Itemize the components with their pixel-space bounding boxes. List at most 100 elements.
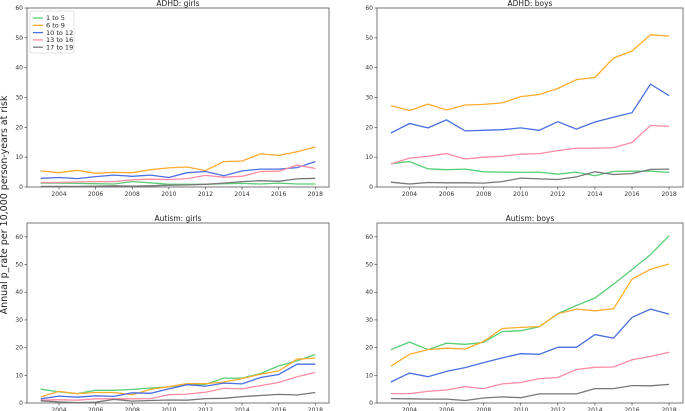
- x-tick-label: 2006: [88, 407, 103, 411]
- subplot-title: Autism: girls: [155, 214, 202, 223]
- y-tick-label: 50: [15, 262, 23, 269]
- x-tick-label: 2018: [661, 191, 676, 198]
- y-axis-label: Annual p_rate per 10,000 person-years at…: [0, 95, 10, 315]
- x-tick-label: 2010: [161, 407, 176, 411]
- legend-entry: 10 to 12: [46, 29, 73, 37]
- x-tick-label: 2008: [476, 407, 491, 411]
- y-tick-label: 10: [365, 372, 373, 379]
- x-tick-label: 2008: [125, 191, 140, 198]
- series-line-3: [390, 83, 670, 134]
- series-line-5: [390, 383, 670, 402]
- series-line-5: [390, 168, 670, 185]
- x-tick-label: 2012: [198, 407, 213, 411]
- series-line-5: [40, 391, 316, 404]
- plot-area: [376, 7, 684, 188]
- y-tick-label: 40: [365, 65, 373, 72]
- legend-entry: 6 to 9: [46, 22, 65, 30]
- y-tick-label: 50: [365, 262, 373, 269]
- series-line-2: [390, 263, 670, 367]
- series-line-1: [40, 180, 316, 185]
- x-tick-label: 2004: [51, 407, 66, 411]
- series-line-2: [40, 146, 316, 174]
- x-tick-label: 2016: [624, 407, 639, 411]
- y-tick-label: 30: [15, 317, 23, 324]
- y-tick-label: 30: [365, 317, 373, 324]
- x-tick-label: 2006: [439, 407, 454, 411]
- series-line-1: [390, 235, 670, 351]
- x-tick-label: 2012: [198, 191, 213, 198]
- subplot-title: Autism: boys: [506, 214, 555, 223]
- y-tick-label: 60: [15, 234, 23, 241]
- x-tick-label: 2008: [125, 407, 140, 411]
- x-tick-label: 2012: [550, 191, 565, 198]
- series-line-3: [390, 308, 670, 383]
- y-tick-label: 40: [15, 65, 23, 72]
- series-line-3: [40, 160, 316, 180]
- y-tick-label: 0: [19, 184, 23, 191]
- x-tick-label: 2006: [88, 191, 103, 198]
- series-line-4: [390, 124, 670, 165]
- x-tick-label: 2012: [550, 407, 565, 411]
- x-tick-label: 2004: [402, 407, 417, 411]
- x-tick-label: 2016: [271, 407, 286, 411]
- y-tick-label: 10: [365, 154, 373, 161]
- y-tick-label: 20: [365, 124, 373, 131]
- x-tick-label: 2010: [161, 191, 176, 198]
- y-tick-label: 0: [19, 400, 23, 407]
- y-tick-label: 0: [369, 184, 373, 191]
- legend-entry: 1 to 5: [46, 14, 65, 22]
- y-tick-label: 40: [15, 289, 23, 296]
- x-tick-label: 2014: [587, 191, 602, 198]
- y-tick-label: 10: [15, 372, 23, 379]
- plot-area: [26, 222, 330, 404]
- y-tick-label: 50: [15, 35, 23, 42]
- series-line-4: [390, 351, 670, 395]
- plot-area: [376, 222, 684, 404]
- x-tick-label: 2004: [402, 191, 417, 198]
- legend-entry: 13 to 16: [46, 36, 73, 44]
- x-tick-label: 2018: [661, 407, 676, 411]
- series-line-1: [390, 160, 670, 177]
- y-tick-label: 20: [15, 345, 23, 352]
- y-tick-label: 40: [365, 289, 373, 296]
- y-tick-label: 20: [15, 124, 23, 131]
- subplot-title: ADHD: boys: [508, 0, 553, 8]
- plot-area: [26, 7, 330, 188]
- x-tick-label: 2014: [234, 191, 249, 198]
- y-tick-label: 60: [15, 5, 23, 12]
- y-tick-label: 60: [365, 234, 373, 241]
- x-tick-label: 2018: [308, 191, 323, 198]
- series-line-4: [40, 164, 316, 184]
- x-tick-label: 2014: [587, 407, 602, 411]
- y-tick-label: 30: [15, 95, 23, 102]
- y-tick-label: 50: [365, 35, 373, 42]
- x-tick-label: 2006: [439, 191, 454, 198]
- legend-entry: 17 to 19: [46, 43, 73, 51]
- x-tick-label: 2010: [513, 407, 528, 411]
- series-line-3: [40, 363, 316, 400]
- y-tick-label: 20: [365, 345, 373, 352]
- x-tick-label: 2016: [624, 191, 639, 198]
- y-tick-label: 10: [15, 154, 23, 161]
- series-line-4: [40, 371, 316, 401]
- y-tick-label: 0: [369, 400, 373, 407]
- x-tick-label: 2004: [51, 191, 66, 198]
- series-line-5: [40, 177, 316, 188]
- x-tick-label: 2008: [476, 191, 491, 198]
- x-tick-label: 2010: [513, 191, 528, 198]
- x-tick-label: 2014: [234, 407, 249, 411]
- series-line-2: [390, 34, 670, 112]
- series-line-2: [40, 357, 316, 398]
- legend-box: [29, 10, 75, 54]
- subplot-title: ADHD: girls: [156, 0, 199, 8]
- y-tick-label: 60: [365, 5, 373, 12]
- x-tick-label: 2018: [308, 407, 323, 411]
- y-tick-label: 30: [365, 95, 373, 102]
- x-tick-label: 2016: [271, 191, 286, 198]
